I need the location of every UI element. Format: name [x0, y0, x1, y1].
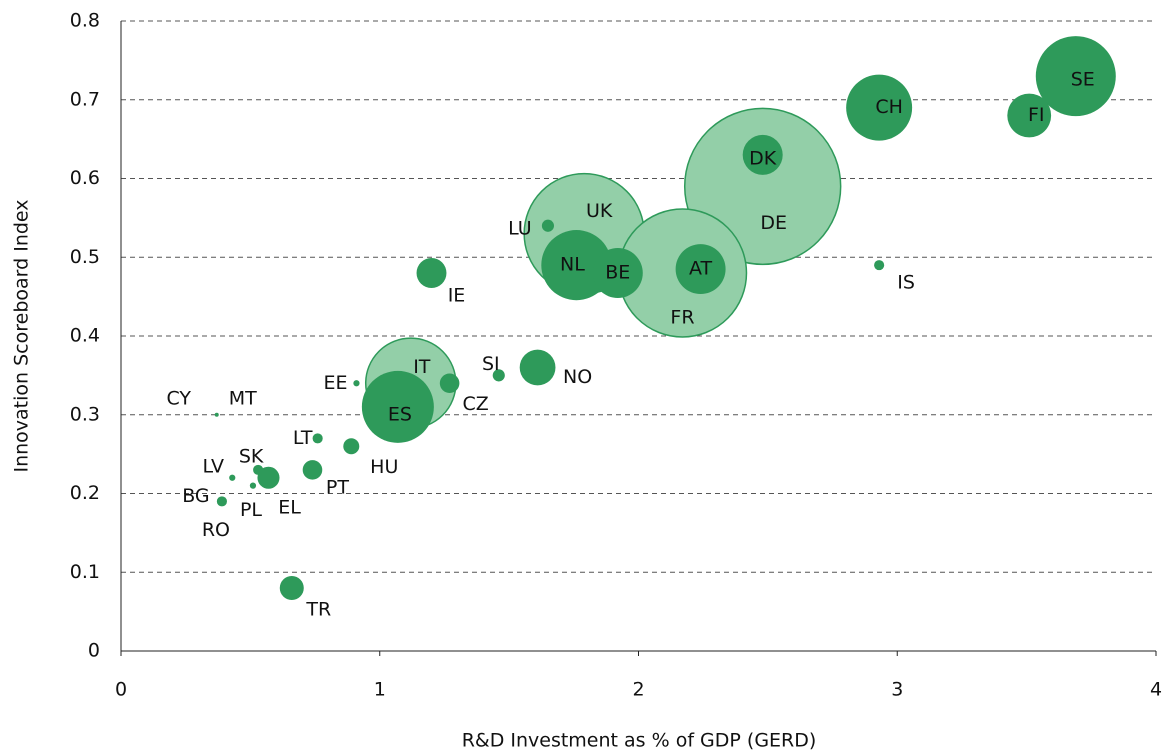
bubble: [353, 380, 360, 387]
y-tick-label: 0.5: [70, 246, 100, 268]
point-label: AT: [689, 258, 713, 280]
point-label: MT: [229, 387, 257, 409]
point-label: PT: [326, 476, 349, 498]
point-label: SK: [239, 445, 264, 467]
bubble: [229, 474, 236, 481]
point-label: BE: [605, 262, 630, 284]
point-label: LU: [508, 217, 532, 239]
bubble: [218, 498, 226, 505]
bubble: [742, 134, 783, 175]
point-label: CZ: [462, 393, 488, 415]
bubble: [874, 260, 885, 271]
point-label: LT: [293, 427, 313, 449]
point-label: IE: [448, 285, 466, 307]
bubble: [279, 576, 304, 600]
x-axis-label: R&D Investment as % of GDP (GERD): [462, 730, 817, 752]
point-label: FI: [1028, 104, 1045, 126]
bubble: [492, 369, 505, 382]
bubble: [1035, 36, 1116, 117]
point-label: CY: [166, 387, 191, 409]
y-tick-label: 0.4: [70, 325, 100, 347]
x-tick-label: 3: [891, 679, 903, 701]
point-label: EL: [278, 496, 301, 518]
point-label: SE: [1071, 69, 1095, 91]
point-label: FR: [670, 307, 694, 329]
bubble: [257, 466, 280, 489]
y-tick-label: 0.7: [70, 88, 100, 110]
bubble: [439, 373, 460, 394]
point-label: UK: [586, 200, 613, 222]
y-tick-label: 0.6: [70, 167, 100, 189]
bubble: [249, 482, 257, 489]
x-tick-label: 4: [1150, 679, 1162, 701]
bubble: [846, 74, 913, 141]
y-tick-label: 0: [88, 640, 100, 662]
point-label: IS: [897, 272, 915, 294]
bubble: [519, 349, 556, 386]
point-label: LV: [203, 455, 225, 477]
bubble: [416, 258, 447, 288]
point-label: EE: [323, 372, 347, 394]
bubble: [541, 230, 612, 301]
point-label: DE: [760, 212, 787, 234]
bubble: [592, 248, 643, 298]
point-label: SI: [482, 353, 500, 375]
point-label: RO: [202, 519, 230, 541]
bubble: [302, 460, 323, 480]
bubble: [343, 438, 360, 455]
point-label: CH: [875, 96, 903, 118]
bubble: [675, 244, 726, 295]
x-tick-label: 1: [374, 679, 386, 701]
bubble: [312, 433, 323, 444]
y-tick-label: 0.1: [70, 561, 100, 583]
bubble: [215, 413, 219, 417]
bubble: [1007, 93, 1052, 138]
point-label: NL: [560, 254, 585, 276]
point-label: IT: [413, 356, 431, 378]
point-label: HU: [370, 456, 398, 478]
bubble: [361, 370, 434, 443]
y-tick-label: 0.2: [70, 482, 100, 504]
point-label: BG: [182, 485, 209, 507]
x-tick-label: 0: [115, 679, 127, 701]
point-label: ES: [388, 403, 412, 425]
y-tick-label: 0.3: [70, 403, 100, 425]
point-label: TR: [305, 599, 331, 621]
bubble: [541, 219, 555, 232]
y-axis-label: Innovation Scoreboard Index: [11, 199, 33, 472]
point-label: NO: [563, 366, 592, 388]
x-tick-label: 2: [632, 679, 644, 701]
y-tick-label: 0.8: [70, 10, 100, 32]
point-label: DK: [749, 147, 777, 169]
point-label: PL: [240, 499, 262, 521]
